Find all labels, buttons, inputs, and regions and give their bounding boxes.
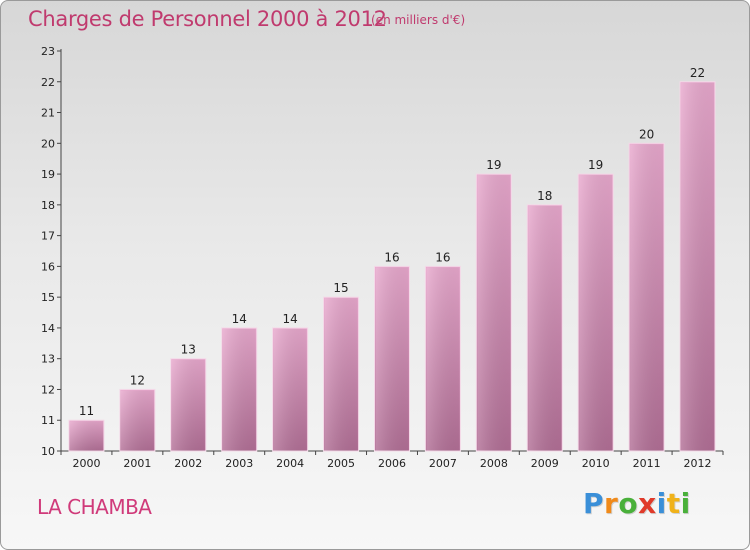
y-tick-label: 17 (41, 230, 55, 243)
y-tick-label: 11 (41, 414, 55, 427)
x-tick-label: 2001 (123, 457, 151, 470)
logo-letter: o (618, 487, 639, 520)
bar-highlight (681, 82, 715, 452)
y-tick-label: 16 (41, 260, 55, 273)
y-tick-label: 10 (41, 445, 55, 458)
y-tick-label: 19 (41, 168, 55, 181)
bar-value-label: 14 (232, 312, 247, 326)
bar-highlight (222, 328, 256, 451)
y-tick-label: 14 (41, 322, 55, 335)
bar-highlight (69, 421, 103, 451)
bar-highlight (630, 144, 664, 452)
x-tick-label: 2010 (582, 457, 610, 470)
x-tick-label: 2007 (429, 457, 457, 470)
y-tick-label: 13 (41, 353, 55, 366)
bar-value-label: 11 (79, 404, 94, 418)
bar-value-label: 18 (537, 189, 552, 203)
x-tick-label: 2002 (174, 457, 202, 470)
bar-value-label: 16 (384, 250, 399, 264)
x-tick-label: 2008 (480, 457, 508, 470)
logo-letter: P (583, 487, 605, 520)
bar-highlight (375, 267, 409, 451)
bar-highlight (171, 359, 205, 451)
y-tick-label: 20 (41, 137, 55, 150)
x-tick-label: 2004 (276, 457, 304, 470)
y-tick-label: 12 (41, 383, 55, 396)
bar-highlight (273, 328, 307, 451)
bar-value-label: 14 (283, 312, 298, 326)
y-tick-label: 23 (41, 45, 55, 58)
bar-value-label: 16 (435, 250, 450, 264)
x-tick-label: 2012 (684, 457, 712, 470)
x-tick-label: 2000 (72, 457, 100, 470)
logo-letter: r (604, 487, 619, 520)
bar-value-label: 22 (690, 66, 705, 80)
logo-letter: i (656, 487, 667, 520)
chart-subtitle: (en milliers d'€) (371, 13, 466, 27)
bar-highlight (426, 267, 460, 451)
y-tick-label: 21 (41, 107, 55, 120)
chart-title: Charges de Personnel 2000 à 2012 (28, 7, 387, 31)
bar-highlight (477, 175, 511, 452)
x-tick-label: 2006 (378, 457, 406, 470)
commune-name: LA CHAMBA (37, 495, 152, 519)
bar-highlight (528, 205, 562, 451)
x-tick-label: 2005 (327, 457, 355, 470)
bar-highlight (579, 175, 613, 452)
x-tick-label: 2009 (531, 457, 559, 470)
x-tick-label: 2011 (633, 457, 661, 470)
bar-value-label: 19 (486, 158, 501, 172)
y-tick-label: 18 (41, 199, 55, 212)
bar-value-label: 12 (130, 373, 145, 387)
logo-letter: i (680, 487, 691, 520)
bar-highlight (120, 390, 154, 451)
bar-value-label: 20 (639, 127, 654, 141)
bar-value-label: 13 (181, 343, 196, 357)
y-tick-label: 22 (41, 76, 55, 89)
proxiti-logo: Proxiti (583, 487, 691, 520)
logo-letter: x (638, 487, 657, 520)
bar-highlight (324, 298, 358, 451)
logo-letter: t (666, 487, 681, 520)
x-tick-label: 2003 (225, 457, 253, 470)
y-tick-label: 15 (41, 291, 55, 304)
bar-value-label: 15 (333, 281, 348, 295)
bar-value-label: 19 (588, 158, 603, 172)
